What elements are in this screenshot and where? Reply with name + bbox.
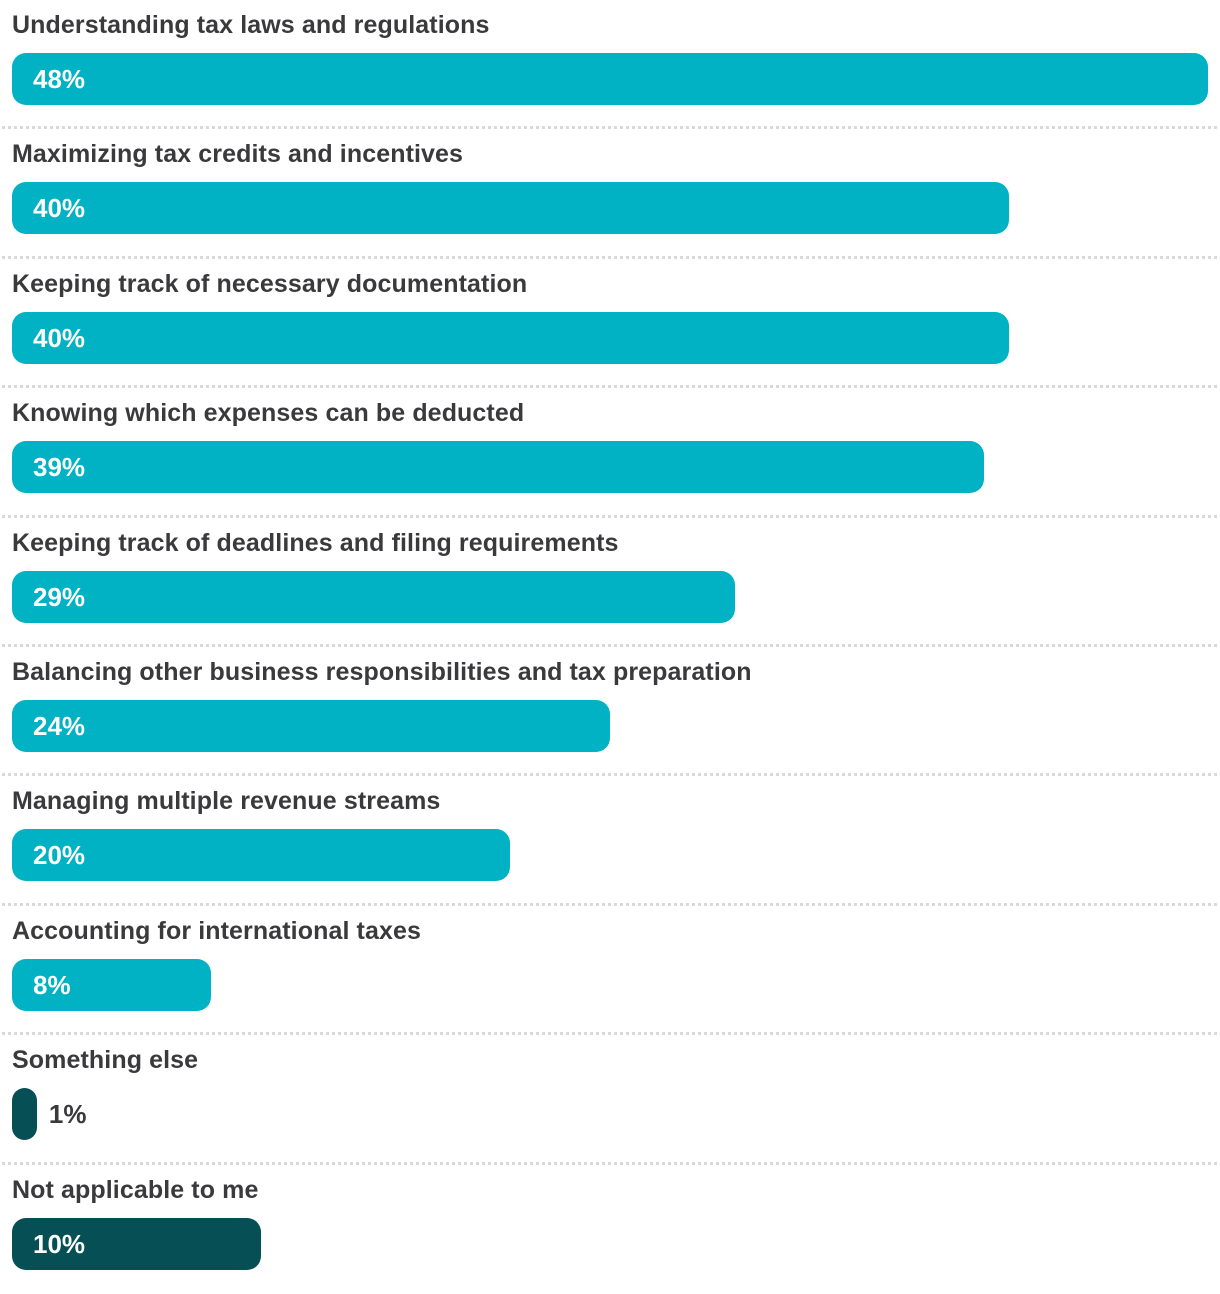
bar-track: 40% (12, 182, 1208, 235)
category-label: Keeping track of deadlines and filing re… (12, 528, 619, 557)
value-label: 8% (33, 969, 71, 1000)
dotted-separator (2, 1161, 1218, 1165)
bar: 24% (12, 699, 610, 752)
chart-row: Knowing which expenses can be deducted 39… (2, 399, 1218, 518)
bar: 40% (12, 311, 1009, 364)
dotted-separator (2, 643, 1218, 647)
value-label: 10% (33, 1228, 86, 1259)
dotted-separator (2, 255, 1218, 259)
chart-row: Not applicable to me 10% (12, 1175, 1208, 1294)
bar: 10% (12, 1217, 262, 1270)
dotted-separator (2, 773, 1218, 777)
bar-track: 40% (12, 311, 1208, 364)
bar: 20% (12, 829, 511, 882)
bar-track: 1% (12, 1088, 1208, 1141)
category-label: Keeping track of necessary documentation (12, 269, 528, 298)
dotted-separator (2, 1032, 1218, 1036)
value-label: 40% (33, 193, 86, 224)
bar: 8% (12, 958, 212, 1011)
value-label: 20% (33, 840, 86, 871)
category-label: Maximizing tax credits and incentives (12, 140, 464, 169)
chart-row: Accounting for international taxes 8% (2, 916, 1218, 1036)
category-label: Knowing which expenses can be deducted (12, 399, 525, 428)
bar-track: 10% (12, 1217, 1208, 1270)
chart-row: Keeping track of necessary documentation… (2, 269, 1218, 389)
dotted-separator (2, 126, 1218, 130)
bar-track: 24% (12, 699, 1208, 752)
dotted-separator (2, 514, 1218, 518)
category-label: Understanding tax laws and regulations (12, 11, 490, 39)
chart-row: Keeping track of deadlines and filing re… (2, 528, 1218, 647)
chart-row: Something else 1% (2, 1046, 1218, 1165)
bar-track: 48% (12, 53, 1208, 105)
value-label: 39% (33, 452, 86, 483)
bar: 48% (12, 53, 1208, 105)
value-label: 24% (33, 710, 86, 741)
bar-track: 20% (12, 829, 1208, 882)
bar (12, 1088, 37, 1141)
chart-row: Balancing other business responsibilitie… (2, 657, 1218, 777)
value-label: 29% (33, 581, 86, 612)
category-label: Something else (12, 1046, 199, 1075)
bar: 39% (12, 441, 984, 494)
chart-row: Understanding tax laws and regulations 48… (2, 11, 1218, 130)
bar-track: 39% (12, 441, 1208, 494)
bar-track: 8% (12, 958, 1208, 1011)
value-label: 48% (33, 64, 86, 94)
value-label: 1% (48, 1099, 87, 1130)
category-label: Accounting for international taxes (12, 916, 422, 945)
bar: 40% (12, 182, 1009, 235)
chart-row: Managing multiple revenue streams 20% (2, 787, 1218, 906)
category-label: Managing multiple revenue streams (12, 787, 441, 816)
dotted-separator (2, 902, 1218, 906)
category-label: Not applicable to me (12, 1175, 259, 1204)
bar-chart: Understanding tax laws and regulations 48… (0, 11, 1220, 1270)
bar: 29% (12, 570, 735, 623)
bar-track: 29% (12, 570, 1208, 623)
chart-row: Maximizing tax credits and incentives 40% (2, 140, 1218, 259)
value-label: 40% (33, 322, 86, 353)
dotted-separator (2, 385, 1218, 389)
category-label: Balancing other business responsibilitie… (12, 657, 752, 686)
